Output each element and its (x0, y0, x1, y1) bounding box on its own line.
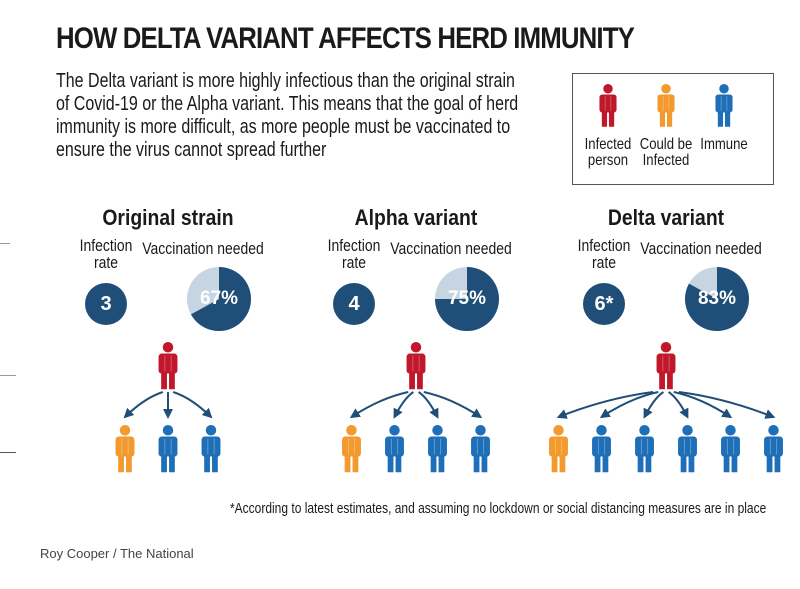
legend: Infected person Could be Infected Immune (572, 73, 774, 185)
infection-rate-label: Infection rate (327, 236, 381, 272)
immune-person-icon (158, 425, 178, 473)
immune-person-icon (385, 425, 404, 473)
left-edge-mark (0, 243, 10, 244)
pie-slice-vaccinated (190, 267, 251, 331)
panel-title: Delta variant (607, 205, 725, 230)
legend-label: Could be Infected (639, 136, 693, 169)
panel-title: Original strain (102, 205, 234, 230)
person-icon (657, 84, 675, 127)
left-edge-mark (0, 375, 16, 376)
immune-person-icon (635, 425, 654, 473)
vaccination-needed-value: 67% (199, 288, 239, 309)
person-icon (657, 84, 675, 127)
infection-rate-label: Infection rate (79, 236, 133, 272)
could-be-infected-person-icon (342, 425, 361, 473)
immune-person-icon (201, 425, 221, 473)
panel-alpha-variant: Alpha variant Infection rate Vaccination n… (296, 205, 536, 495)
transmission-arrow (172, 391, 213, 419)
vaccination-needed-label: Vaccination needed (640, 239, 762, 258)
immune-person-icon (764, 425, 783, 473)
transmission-arrow (668, 391, 689, 419)
vaccination-needed-value: 83% (697, 288, 737, 309)
left-edge-mark (0, 452, 16, 453)
immune-person-icon (678, 425, 697, 473)
infected-person-icon (656, 342, 676, 390)
vaccination-needed-value: 75% (447, 288, 487, 309)
transmission-arrow (556, 391, 654, 419)
transmission-arrow (599, 391, 659, 419)
person-icon (715, 84, 733, 127)
transmission-tree (115, 342, 221, 473)
transmission-arrow (123, 391, 164, 419)
infection-rate-value: 6* (583, 283, 625, 325)
transmission-arrow (678, 391, 776, 419)
transmission-arrow (393, 391, 414, 419)
vaccination-pie: 75% (435, 267, 499, 331)
infected-person-icon (158, 342, 178, 390)
transmission-tree (549, 342, 783, 473)
panel-title: Alpha variant (354, 205, 478, 230)
panel-delta-variant: Delta variant Infection rate Vaccination n… (546, 205, 786, 495)
legend-item: Could be Infected (631, 82, 701, 169)
pie-slice-vaccinated (685, 267, 749, 331)
panel-original-strain: Original strain Infection rate Vaccination… (48, 205, 288, 495)
infected-person-icon (406, 342, 426, 390)
could-be-infected-person-icon (115, 425, 135, 473)
could-be-infected-person-icon (549, 425, 568, 473)
chart-title: HOW DELTA VARIANT AFFECTS HERD IMMUNITY (56, 22, 635, 55)
infection-rate-label: Infection rate (577, 236, 631, 272)
infection-rate-value: 4 (333, 283, 375, 325)
transmission-arrow (643, 391, 664, 419)
infection-rate-value: 3 (85, 283, 127, 325)
vaccination-needed-label: Vaccination needed (142, 239, 264, 258)
transmission-arrow (423, 391, 483, 419)
transmission-arrow (418, 391, 439, 419)
vaccination-pie: 67% (187, 267, 251, 331)
person-icon (715, 84, 733, 127)
vaccination-pie: 83% (685, 267, 749, 331)
person-icon (599, 84, 617, 127)
legend-label: Immune (700, 136, 748, 153)
immune-person-icon (471, 425, 490, 473)
transmission-tree (342, 342, 490, 473)
person-icon (599, 84, 617, 127)
immune-person-icon (721, 425, 740, 473)
immune-person-icon (428, 425, 447, 473)
pie-slice-vaccinated (435, 267, 499, 331)
legend-label: Infected person (584, 136, 632, 169)
legend-item: Immune (689, 82, 759, 153)
footnote: *According to latest estimates, and assu… (230, 500, 767, 517)
immune-person-icon (592, 425, 611, 473)
transmission-arrow (673, 391, 733, 419)
credit: Roy Cooper / The National (40, 546, 194, 561)
chart-subtitle: The Delta variant is more highly infecti… (56, 70, 519, 161)
vaccination-needed-label: Vaccination needed (390, 239, 512, 258)
legend-item: Infected person (573, 82, 643, 169)
transmission-arrow (349, 391, 409, 419)
